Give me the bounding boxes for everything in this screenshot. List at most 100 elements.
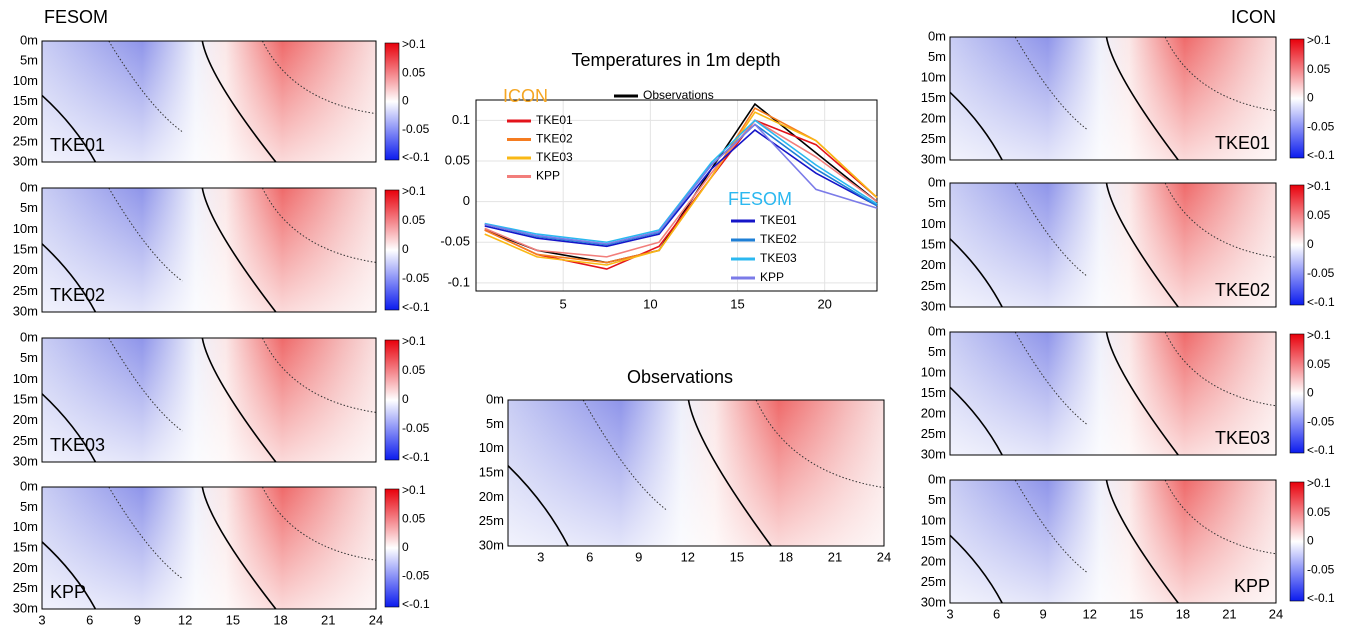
panel-label: TKE02 xyxy=(50,285,105,305)
series-line xyxy=(484,129,878,248)
colorbar-label: <-0.1 xyxy=(1307,443,1335,457)
colorbar-label: -0.05 xyxy=(402,271,430,285)
y-tick-label: 20m xyxy=(479,489,504,504)
legend-label: TKE02 xyxy=(536,132,573,146)
y-tick-label: 30m xyxy=(921,298,946,313)
colorbar-label: <-0.1 xyxy=(402,300,430,314)
legend-label: TKE02 xyxy=(760,232,797,246)
colorbar-label: 0 xyxy=(402,540,409,554)
x-tick-label: 6 xyxy=(993,606,1000,621)
y-tick-label: 25m xyxy=(921,278,946,293)
panel-frame xyxy=(41,486,377,610)
colorbar xyxy=(384,189,400,311)
zero-contour xyxy=(201,40,277,163)
colorbar-label: -0.05 xyxy=(1307,119,1335,133)
colorbar-label: >0.1 xyxy=(1307,179,1331,193)
x-tick-label: 3 xyxy=(946,606,953,621)
y-tick-label: 0.1 xyxy=(452,112,470,127)
y-tick-label: 5m xyxy=(20,200,38,215)
panel-label: TKE03 xyxy=(1215,428,1270,448)
contour-line xyxy=(261,187,377,263)
y-tick-label: 15m xyxy=(13,93,38,108)
icon-title: ICON xyxy=(1231,7,1276,27)
y-tick-label: 30m xyxy=(13,600,38,615)
colorbar xyxy=(384,42,400,161)
x-tick-label: 3 xyxy=(38,612,45,627)
y-tick-label: 20m xyxy=(13,560,38,575)
y-tick-label: 15m xyxy=(13,539,38,554)
colorbar-label: 0.05 xyxy=(1307,62,1331,76)
x-tick-label: 3 xyxy=(537,549,544,564)
x-tick-label: 12 xyxy=(1082,606,1096,621)
x-tick-label: 15 xyxy=(730,549,744,564)
zero-contour xyxy=(41,243,97,313)
contour-line xyxy=(108,337,183,432)
panel-frame xyxy=(949,331,1277,456)
y-tick-label: 5m xyxy=(20,350,38,365)
contour-line xyxy=(1164,36,1277,112)
colorbar-label: >0.1 xyxy=(1307,33,1331,47)
x-tick-label: 20 xyxy=(817,296,831,311)
contour-line xyxy=(108,40,183,133)
y-tick-label: 20m xyxy=(921,257,946,272)
y-tick-label: 15m xyxy=(13,391,38,406)
contour-fade xyxy=(508,400,884,546)
y-tick-label: 10m xyxy=(13,371,38,386)
legend-title: ICON xyxy=(503,86,548,106)
plot-frame xyxy=(475,99,878,292)
y-tick-label: 15m xyxy=(921,236,946,251)
legend-label: KPP xyxy=(760,270,784,284)
series-line xyxy=(484,119,878,244)
y-tick-label: 10m xyxy=(921,69,946,84)
y-tick-label: 20m xyxy=(921,110,946,125)
colorbar-label: 0 xyxy=(1307,386,1314,400)
y-tick-label: 10m xyxy=(921,216,946,231)
y-tick-label: 30m xyxy=(479,537,504,552)
y-tick-label: 0m xyxy=(928,323,946,338)
colorbar-label: <-0.1 xyxy=(402,150,430,164)
y-tick-label: 10m xyxy=(479,440,504,455)
legend-label: KPP xyxy=(536,169,560,183)
colorbar xyxy=(1289,38,1305,159)
chart-title: Temperatures in 1m depth xyxy=(571,50,780,70)
colorbar-label: 0 xyxy=(402,94,409,108)
colorbar-label: 0 xyxy=(1307,91,1314,105)
colorbar-label: -0.05 xyxy=(402,421,430,435)
y-tick-label: 5m xyxy=(928,195,946,210)
colorbar-label: 0.05 xyxy=(1307,505,1331,519)
y-tick-label: 0m xyxy=(20,179,38,194)
colorbar-label: -0.05 xyxy=(1307,562,1335,576)
colorbar-label: -0.05 xyxy=(1307,266,1335,280)
colorbar-label: -0.05 xyxy=(402,569,430,583)
colorbar-label: >0.1 xyxy=(402,37,426,51)
panel-frame xyxy=(949,36,1277,161)
y-tick-label: 5m xyxy=(486,416,504,431)
x-tick-label: 9 xyxy=(1040,606,1047,621)
zero-contour xyxy=(201,187,277,313)
y-tick-label: 25m xyxy=(13,133,38,148)
contour-line xyxy=(582,399,667,510)
x-tick-label: 18 xyxy=(1176,606,1190,621)
x-tick-label: 9 xyxy=(635,549,642,564)
y-tick-label: 15m xyxy=(921,90,946,105)
legend-label: Observations xyxy=(643,88,714,102)
y-tick-label: 20m xyxy=(13,412,38,427)
legend-label: TKE01 xyxy=(760,213,797,227)
panel-frame xyxy=(949,479,1277,604)
y-tick-label: 0m xyxy=(928,471,946,486)
colorbar-label: 0.05 xyxy=(402,65,426,79)
series-line xyxy=(484,102,878,264)
colorbar-label: 0 xyxy=(402,242,409,256)
panel-frame xyxy=(41,187,377,313)
legend-label: TKE01 xyxy=(536,113,573,127)
y-tick-label: 30m xyxy=(13,153,38,168)
y-tick-label: 20m xyxy=(921,553,946,568)
x-tick-label: 6 xyxy=(86,612,93,627)
panel-label: KPP xyxy=(50,582,86,602)
panel-frame xyxy=(41,337,377,463)
legend-label: TKE03 xyxy=(760,251,797,265)
y-tick-label: 0m xyxy=(20,329,38,344)
colorbar-label: 0.05 xyxy=(402,363,426,377)
y-tick-label: 0m xyxy=(20,32,38,47)
x-tick-label: 21 xyxy=(321,612,335,627)
